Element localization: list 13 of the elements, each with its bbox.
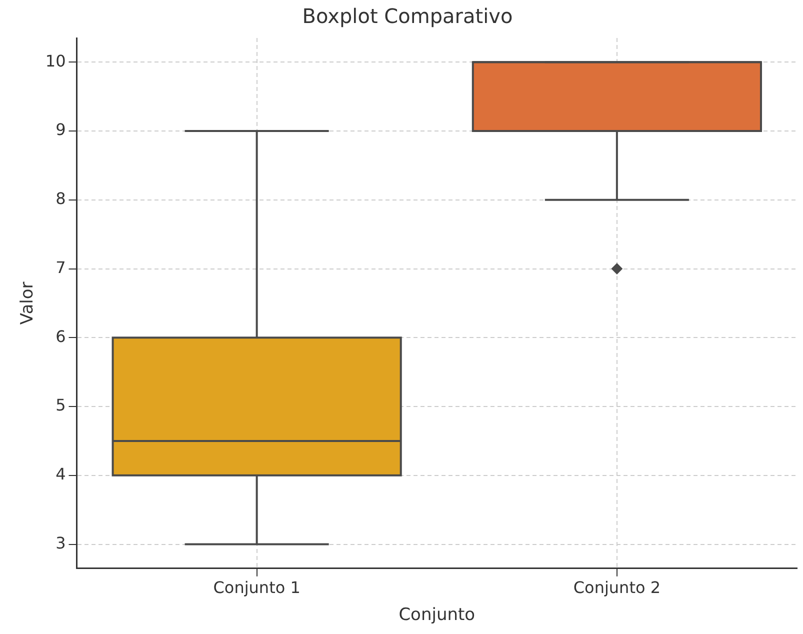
- x-tick-label: Conjunto 1: [213, 578, 300, 598]
- y-tick-label: 4: [56, 464, 66, 484]
- y-tick-label: 8: [56, 189, 66, 208]
- y-tick-label: 10: [45, 51, 66, 70]
- y-tick-label: 5: [56, 396, 66, 415]
- y-tick-label: 7: [56, 258, 66, 277]
- x-axis-title: Conjunto: [398, 605, 476, 626]
- y-tick-label: 3: [56, 533, 66, 552]
- y-tick-label: 6: [56, 326, 66, 346]
- y-tick-label: 9: [56, 120, 66, 140]
- chart-title: Boxplot Comparativo: [302, 4, 513, 28]
- y-axis-title: Valor: [18, 282, 38, 325]
- x-tick-label: Conjunto 2: [573, 578, 661, 598]
